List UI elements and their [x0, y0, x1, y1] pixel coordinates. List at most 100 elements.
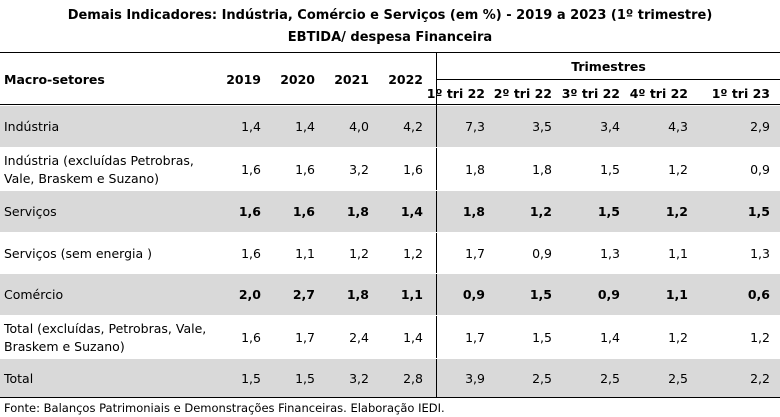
table-cell-value: 0,9	[750, 162, 770, 177]
table-cell-value: 1,7	[465, 330, 485, 345]
table-cell-value: 2,2	[750, 370, 770, 386]
table-cell-value: 1,5	[747, 204, 770, 219]
header-trimestres: Trimestres	[571, 59, 646, 74]
table-cell-value: 1,8	[346, 204, 369, 219]
row-label: Vale, Braskem e Suzano)	[4, 171, 160, 186]
header-year: 2019	[226, 72, 261, 87]
table-cell-value: 1,2	[665, 204, 688, 219]
row-divider	[0, 358, 780, 359]
table-cell-value: 1,4	[600, 330, 620, 345]
table-cell-value: 7,3	[465, 119, 485, 134]
table-cell-value: 3,2	[349, 370, 369, 386]
table-cell-value: 3,4	[600, 119, 620, 134]
table-cell-value: 2,4	[349, 330, 369, 345]
table-cell-value: 1,1	[665, 287, 688, 302]
table-cell-value: 1,4	[295, 119, 315, 134]
row-label: Indústria	[4, 119, 60, 134]
table-cell-value: 1,5	[600, 162, 620, 177]
row-label: Braskem e Suzano)	[4, 339, 125, 354]
row-label: Total (excluídas, Petrobras, Vale,	[4, 321, 207, 336]
table-cell-value: 1,4	[403, 330, 423, 345]
table-cell-value: 0,9	[597, 287, 620, 302]
column-divider	[436, 53, 437, 397]
table-cell-value: 1,2	[668, 162, 688, 177]
table-cell-value: 2,5	[532, 370, 552, 386]
header-quarter: 1º tri 23	[711, 86, 770, 101]
table-cell-value: 1,2	[750, 330, 770, 345]
row-shading	[0, 359, 780, 397]
table-cell-value: 4,3	[668, 119, 688, 134]
table-cell-value: 1,1	[400, 287, 423, 302]
table-cell-value: 1,8	[462, 204, 485, 219]
table-cell-value: 1,5	[529, 287, 552, 302]
table-cell-value: 2,7	[292, 287, 315, 302]
table-cell-value: 1,5	[597, 204, 620, 219]
row-label: Total	[4, 370, 34, 386]
row-shading	[0, 274, 780, 315]
row-shading	[0, 191, 780, 232]
row-shading	[0, 106, 780, 147]
table-title: Demais Indicadores: Indústria, Comércio …	[67, 8, 713, 23]
table-cell-value: 2,5	[600, 370, 620, 386]
table-cell-value: 1,7	[295, 330, 315, 345]
header-year: 2022	[388, 72, 423, 87]
table-cell-value: 1,2	[403, 245, 423, 261]
table-cell-value: 1,6	[241, 330, 261, 345]
table-cell-value: 4,0	[349, 119, 369, 134]
row-divider	[0, 273, 780, 274]
header-year: 2020	[280, 72, 315, 87]
table-cell-value: 1,6	[403, 162, 423, 177]
table-cell-value: 1,8	[346, 287, 369, 302]
table-cell-value: 0,9	[462, 287, 485, 302]
table-cell-value: 1,7	[465, 245, 485, 261]
table-cell-value: 2,9	[750, 119, 770, 134]
table-cell-value: 1,3	[600, 245, 620, 261]
table-cell-value: 4,2	[403, 119, 423, 134]
table-cell-value: 1,6	[241, 162, 261, 177]
table-cell-value: 0,6	[747, 287, 770, 302]
table-cell-value: 1,4	[241, 119, 261, 134]
rule-quarter	[437, 79, 780, 80]
table-cell-value: 1,6	[241, 245, 261, 261]
row-divider	[0, 147, 780, 148]
table-cell-value: 1,8	[465, 162, 485, 177]
table-cell-value: 1,6	[238, 204, 261, 219]
row-label: Serviços	[4, 204, 57, 219]
source-note: Fonte: Balanços Patrimoniais e Demonstra…	[4, 401, 445, 415]
table-cell-value: 1,3	[750, 245, 770, 261]
header-quarter: 4º tri 22	[629, 86, 688, 101]
table-cell-value: 3,9	[465, 370, 485, 386]
row-divider	[0, 190, 780, 191]
table-cell-value: 2,0	[238, 287, 261, 302]
table-cell-value: 1,8	[532, 162, 552, 177]
table-cell-value: 1,4	[400, 204, 423, 219]
row-label: Indústria (excluídas Petrobras,	[4, 153, 194, 168]
header-quarter: 1º tri 22	[426, 86, 485, 101]
table-cell-value: 2,5	[668, 370, 688, 386]
table-cell-value: 1,2	[349, 245, 369, 261]
table-cell-value: 1,6	[292, 204, 315, 219]
header-quarter: 2º tri 22	[493, 86, 552, 101]
table-cell-value: 1,5	[241, 370, 261, 386]
table-cell-value: 0,9	[532, 245, 552, 261]
table-cell-value: 1,5	[532, 330, 552, 345]
rule-header-bottom	[0, 104, 780, 105]
row-divider	[0, 232, 780, 233]
rule-top	[0, 52, 780, 53]
table-cell-value: 3,5	[532, 119, 552, 134]
table-subtitle: EBTIDA/ despesa Financeira	[287, 30, 493, 45]
table-cell-value: 1,2	[668, 330, 688, 345]
table-cell-value: 1,1	[295, 245, 315, 261]
table-cell-value: 3,2	[349, 162, 369, 177]
table-cell-value: 1,6	[295, 162, 315, 177]
table-cell-value: 1,1	[668, 245, 688, 261]
row-label: Comércio	[4, 287, 64, 302]
header-year: 2021	[334, 72, 369, 87]
rule-bottom	[0, 397, 780, 398]
table-cell-value: 1,5	[295, 370, 315, 386]
header-sector: Macro-setores	[4, 72, 105, 87]
header-quarter: 3º tri 22	[561, 86, 620, 101]
table-cell-value: 2,8	[403, 370, 423, 386]
row-label: Serviços (sem energia )	[4, 245, 153, 261]
table-cell-value: 1,2	[529, 204, 552, 219]
